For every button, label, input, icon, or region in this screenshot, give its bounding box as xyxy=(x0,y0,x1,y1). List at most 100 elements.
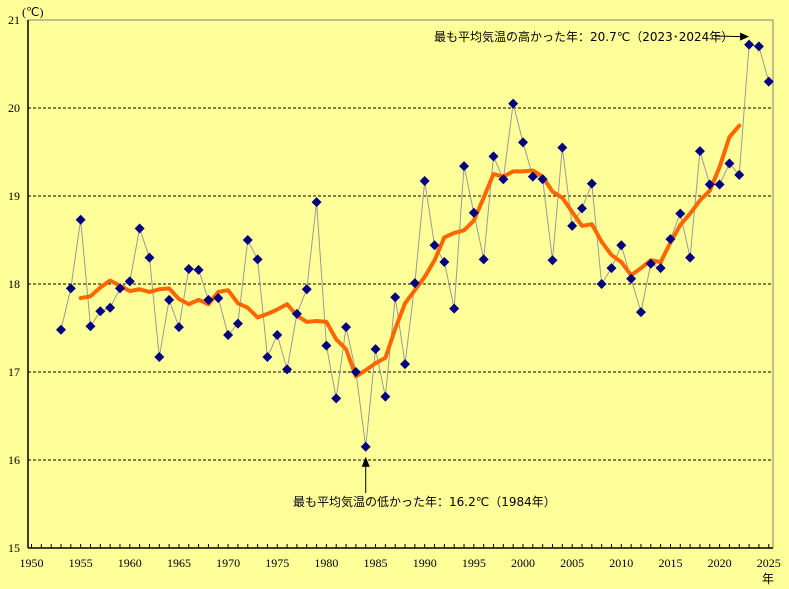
x-tick-label: 2000 xyxy=(511,556,535,570)
arrow-high-line xyxy=(714,35,742,38)
data-point-1990 xyxy=(419,176,430,187)
data-point-2009 xyxy=(606,263,617,274)
data-point-1961 xyxy=(134,223,145,234)
arrow-low-head xyxy=(361,456,370,467)
data-point-1968 xyxy=(203,294,214,305)
data-point-2020 xyxy=(714,179,725,190)
data-point-1991 xyxy=(429,240,440,251)
data-point-1983 xyxy=(350,367,361,377)
x-axis-unit-label: 年 xyxy=(762,572,774,586)
data-point-1980 xyxy=(321,340,332,351)
data-point-1965 xyxy=(173,322,184,333)
y-tick-label: 19 xyxy=(8,189,20,203)
data-point-2008 xyxy=(596,279,607,289)
gridlines xyxy=(28,107,773,461)
data-point-1963 xyxy=(154,352,165,363)
data-point-1975 xyxy=(272,330,283,341)
x-tick-label: 2005 xyxy=(560,556,584,570)
data-point-1967 xyxy=(193,264,204,275)
data-point-2024 xyxy=(753,41,764,52)
y-tick-label: 15 xyxy=(8,541,20,555)
x-tick-label: 1990 xyxy=(413,556,437,570)
annotation-lowest-year: 最も平均気温の低かった年：16.2℃（1984年） xyxy=(293,494,556,509)
y-tick-label: 18 xyxy=(8,277,20,291)
data-point-1996 xyxy=(478,254,489,265)
data-point-1982 xyxy=(341,322,352,333)
annotation-arrows xyxy=(361,32,750,493)
data-point-1992 xyxy=(439,257,450,267)
y-tick-label: 20 xyxy=(8,101,20,115)
data-point-1987 xyxy=(390,292,401,303)
data-point-1959 xyxy=(114,283,125,294)
data-point-1995 xyxy=(468,207,479,218)
data-point-1962 xyxy=(144,252,155,263)
data-point-1970 xyxy=(223,330,234,341)
data-point-1955 xyxy=(75,214,86,225)
data-point-2010 xyxy=(616,240,627,251)
x-tick-label: 1965 xyxy=(167,556,191,570)
y-tick-label: 16 xyxy=(8,453,20,467)
data-point-1985 xyxy=(370,344,381,355)
data-point-1960 xyxy=(124,276,135,287)
data-point-2013 xyxy=(645,258,656,269)
data-point-1998 xyxy=(498,174,509,185)
data-point-2002 xyxy=(537,174,548,185)
data-point-2011 xyxy=(626,273,637,284)
data-point-1978 xyxy=(301,284,312,295)
data-point-1973 xyxy=(252,254,263,265)
data-point-2001 xyxy=(527,171,538,182)
data-point-1957 xyxy=(95,306,106,317)
data-point-2007 xyxy=(586,178,597,189)
data-point-2022 xyxy=(734,169,745,180)
data-point-2018 xyxy=(694,146,705,157)
annual-temperature-line xyxy=(60,44,770,447)
data-point-1986 xyxy=(380,391,391,402)
x-tick-label: 1955 xyxy=(69,556,93,570)
data-point-1977 xyxy=(291,308,302,319)
data-point-1999 xyxy=(508,98,519,109)
x-tick-label: 2010 xyxy=(609,556,633,570)
y-tick-label: 21 xyxy=(8,13,20,27)
x-tick-label: 1995 xyxy=(462,556,486,570)
tick-labels: 15 16 17 18 19 20 21 1950 1955 1960 1965 1970 1975 19… xyxy=(8,13,781,570)
data-point-1984 xyxy=(360,441,371,452)
x-tick-label: 1980 xyxy=(314,556,338,570)
data-point-1953 xyxy=(55,324,66,335)
x-tick-label: 2020 xyxy=(708,556,732,570)
x-tick-label: 2015 xyxy=(658,556,682,570)
data-point-1974 xyxy=(262,352,273,363)
y-tick-label: 17 xyxy=(8,365,20,379)
data-point-2015 xyxy=(665,234,676,245)
data-point-1988 xyxy=(400,359,411,370)
x-tick-label: 2025 xyxy=(757,556,781,570)
data-point-1993 xyxy=(449,303,460,314)
data-point-1954 xyxy=(65,283,76,294)
data-point-1979 xyxy=(311,197,322,208)
data-point-2014 xyxy=(655,263,666,274)
data-point-1958 xyxy=(105,302,116,313)
data-point-1964 xyxy=(164,294,175,305)
y-axis-unit-label: (℃) xyxy=(22,5,43,19)
x-tick-label: 1970 xyxy=(216,556,240,570)
data-point-1997 xyxy=(488,151,499,162)
annotation-highest-year: 最も平均気温の高かった年：20.7℃（2023･2024年） xyxy=(434,29,733,44)
x-tick-label: 1960 xyxy=(118,556,142,570)
data-point-2003 xyxy=(547,255,558,266)
data-point-2000 xyxy=(518,137,528,148)
data-point-2006 xyxy=(576,203,587,214)
data-point-1981 xyxy=(331,393,342,404)
data-point-1994 xyxy=(459,161,470,172)
x-tick-label: 1975 xyxy=(265,556,289,570)
moving-average-line xyxy=(78,123,742,379)
data-point-1956 xyxy=(85,321,96,332)
x-tick-label: 1985 xyxy=(364,556,388,570)
data-point-2017 xyxy=(685,252,696,263)
data-point-2023 xyxy=(744,39,755,50)
data-point-2005 xyxy=(567,220,578,231)
axes xyxy=(27,19,774,549)
data-point-1969 xyxy=(213,293,224,304)
x-tick-label: 1950 xyxy=(20,556,44,570)
data-point-1966 xyxy=(183,264,194,275)
data-point-1972 xyxy=(242,235,253,245)
